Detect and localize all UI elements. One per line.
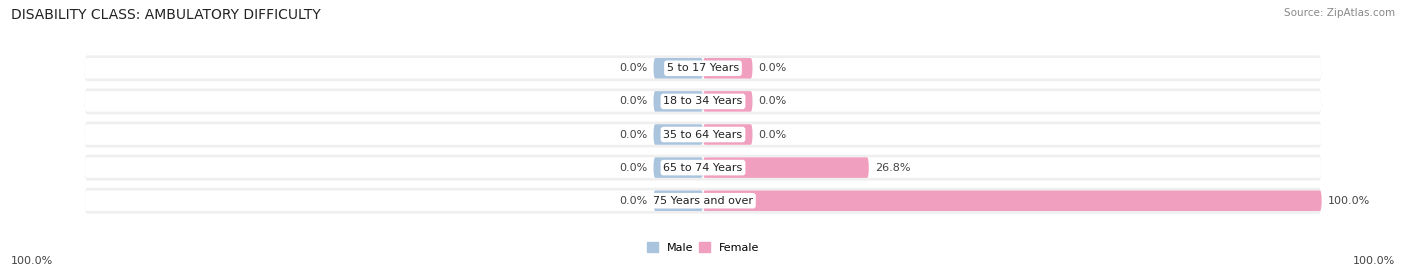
Text: 5 to 17 Years: 5 to 17 Years xyxy=(666,63,740,73)
FancyBboxPatch shape xyxy=(84,124,1322,145)
Text: DISABILITY CLASS: AMBULATORY DIFFICULTY: DISABILITY CLASS: AMBULATORY DIFFICULTY xyxy=(11,8,321,22)
FancyBboxPatch shape xyxy=(654,91,703,112)
FancyBboxPatch shape xyxy=(84,58,1322,79)
FancyBboxPatch shape xyxy=(84,188,1322,214)
FancyBboxPatch shape xyxy=(84,89,1322,114)
FancyBboxPatch shape xyxy=(703,91,752,112)
FancyBboxPatch shape xyxy=(654,157,703,178)
FancyBboxPatch shape xyxy=(703,190,1322,211)
Text: 18 to 34 Years: 18 to 34 Years xyxy=(664,96,742,107)
Text: 0.0%: 0.0% xyxy=(619,129,647,140)
Text: 35 to 64 Years: 35 to 64 Years xyxy=(664,129,742,140)
FancyBboxPatch shape xyxy=(654,124,703,145)
FancyBboxPatch shape xyxy=(84,157,1322,178)
Text: 0.0%: 0.0% xyxy=(759,96,787,107)
Text: 0.0%: 0.0% xyxy=(759,129,787,140)
Text: 75 Years and over: 75 Years and over xyxy=(652,196,754,206)
FancyBboxPatch shape xyxy=(84,122,1322,147)
FancyBboxPatch shape xyxy=(703,157,869,178)
Text: 100.0%: 100.0% xyxy=(11,256,53,266)
Text: 100.0%: 100.0% xyxy=(1353,256,1395,266)
Text: Source: ZipAtlas.com: Source: ZipAtlas.com xyxy=(1284,8,1395,18)
FancyBboxPatch shape xyxy=(703,124,752,145)
FancyBboxPatch shape xyxy=(654,58,703,79)
Text: 0.0%: 0.0% xyxy=(619,96,647,107)
Text: 0.0%: 0.0% xyxy=(619,196,647,206)
FancyBboxPatch shape xyxy=(654,190,703,211)
Text: 26.8%: 26.8% xyxy=(875,162,911,173)
Text: 0.0%: 0.0% xyxy=(759,63,787,73)
Text: 100.0%: 100.0% xyxy=(1327,196,1369,206)
FancyBboxPatch shape xyxy=(84,91,1322,112)
Legend: Male, Female: Male, Female xyxy=(647,242,759,253)
Text: 65 to 74 Years: 65 to 74 Years xyxy=(664,162,742,173)
FancyBboxPatch shape xyxy=(703,58,752,79)
FancyBboxPatch shape xyxy=(84,155,1322,180)
Text: 0.0%: 0.0% xyxy=(619,63,647,73)
Text: 0.0%: 0.0% xyxy=(619,162,647,173)
FancyBboxPatch shape xyxy=(84,55,1322,81)
FancyBboxPatch shape xyxy=(84,190,1322,211)
